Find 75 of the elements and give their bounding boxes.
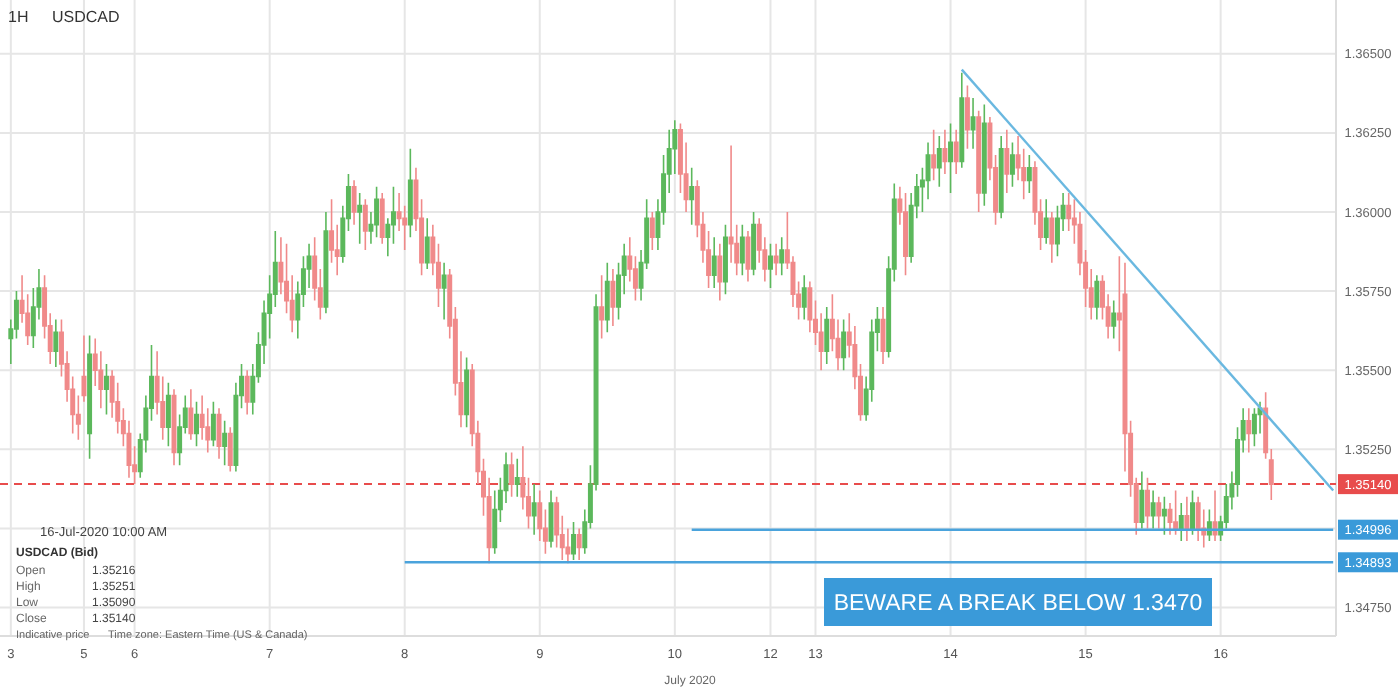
candlestick [548, 489, 554, 549]
candlestick [1145, 476, 1150, 530]
candlestick [1246, 407, 1252, 454]
candlestick [767, 242, 773, 289]
candlestick [953, 128, 959, 175]
candlestick [464, 356, 470, 428]
candlestick [1049, 211, 1055, 264]
candlestick [717, 242, 723, 302]
candlestick [948, 122, 954, 194]
candlestick [773, 242, 779, 277]
text: USDCAD [52, 8, 121, 26]
candlestick [1004, 128, 1010, 194]
candlestick [1173, 489, 1179, 536]
candlestick [880, 306, 886, 365]
candlestick [841, 318, 847, 372]
candlestick [227, 426, 233, 473]
candlestick [779, 236, 785, 277]
candlestick [81, 334, 87, 403]
candlestick [379, 192, 385, 245]
candlestick [599, 274, 605, 340]
candlestick [53, 318, 59, 368]
text: 1H [8, 8, 29, 26]
candlestick [509, 451, 515, 498]
candlestick [1139, 470, 1145, 530]
candlestick [824, 306, 830, 365]
candlestick [103, 363, 109, 416]
candlestick [1009, 141, 1015, 188]
candlestick [1094, 274, 1100, 321]
candlestick [571, 521, 577, 561]
candlestick [739, 223, 745, 277]
candlestick [1150, 489, 1156, 530]
candlestick [970, 97, 976, 150]
candlestick [514, 458, 520, 498]
candlestick [936, 135, 942, 188]
candlestick [959, 71, 965, 169]
candlestick [1251, 407, 1257, 447]
candlestick [1043, 198, 1049, 245]
candlestick [931, 128, 937, 182]
candlestick [801, 274, 807, 321]
candlestick [942, 128, 948, 175]
candlestick [165, 382, 171, 447]
candlestick [441, 261, 447, 321]
candlestick [244, 369, 250, 416]
candlestick [689, 166, 695, 226]
candlestick [649, 211, 655, 251]
candlestick [1156, 495, 1162, 530]
candlestick [1195, 495, 1201, 542]
candlestick [604, 261, 610, 334]
candlestick [424, 217, 430, 270]
candlestick [323, 211, 329, 315]
candlestick [1161, 495, 1167, 536]
candlestick [1026, 154, 1032, 194]
annotation: BEWARE A BREAK BELOW 1.3470 [833, 592, 1203, 616]
candlestick [188, 388, 194, 441]
candlestick [576, 527, 582, 561]
candlestick [903, 192, 909, 277]
candlestick [407, 147, 413, 239]
candlestick [210, 401, 216, 447]
candlestick [222, 420, 228, 466]
candlestick [357, 192, 363, 245]
candlestick [745, 230, 751, 283]
candlestick [998, 135, 1004, 220]
candlestick [374, 185, 380, 239]
candlestick [194, 401, 199, 447]
candlestick [1111, 299, 1117, 340]
candlestick [531, 483, 537, 536]
candlestick [351, 179, 357, 226]
candlestick [610, 268, 616, 327]
candlestick [711, 236, 717, 289]
candlestick [1178, 502, 1184, 542]
candlestick [362, 198, 368, 251]
candlestick [1212, 489, 1218, 542]
candlestick [1184, 495, 1190, 542]
candlestick [216, 407, 222, 460]
candlestick [964, 84, 970, 150]
